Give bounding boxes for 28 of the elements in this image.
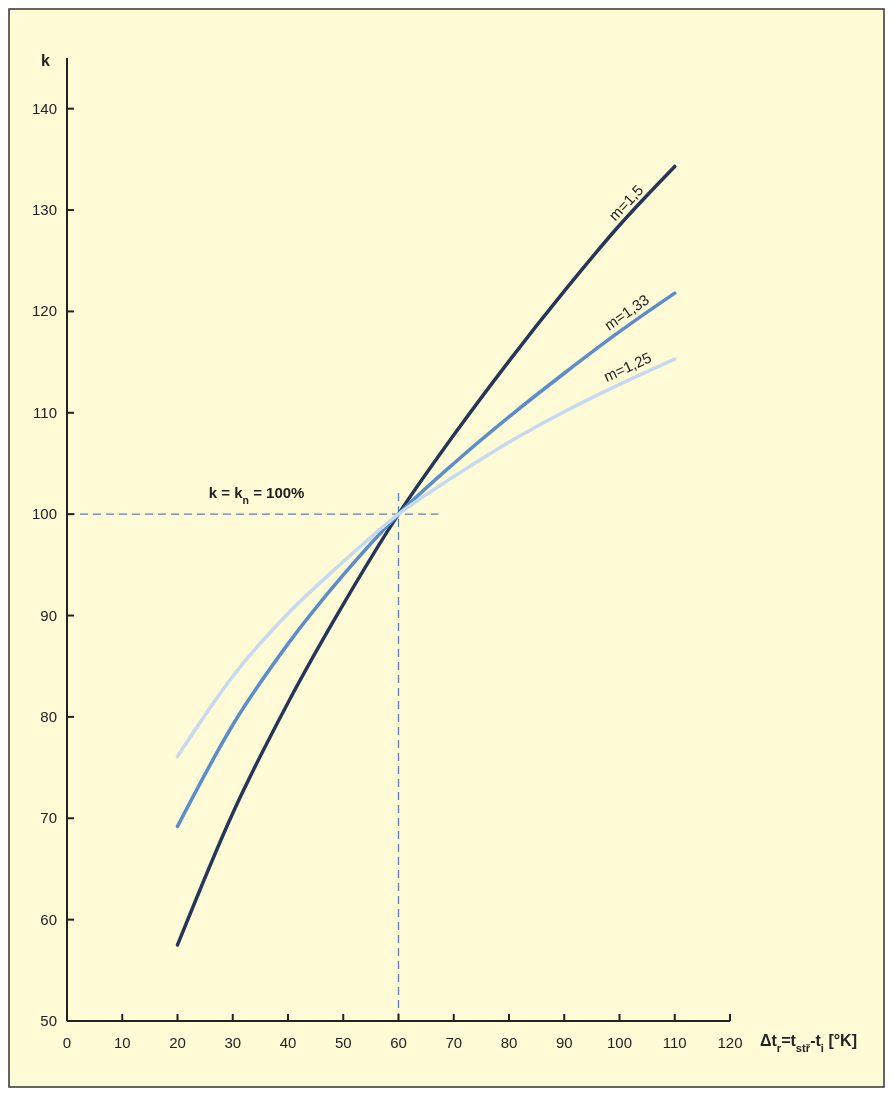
y-axis-title: k: [41, 52, 50, 69]
x-tick-label: 110: [662, 1034, 687, 1051]
y-tick-label: 50: [40, 1012, 57, 1029]
x-tick-label: 40: [279, 1034, 297, 1051]
y-tick-label: 60: [40, 910, 57, 928]
x-tick-label: 90: [555, 1034, 573, 1051]
y-tick-label: 110: [33, 403, 57, 421]
y-tick-label: 140: [31, 99, 57, 117]
x-tick-label: 70: [445, 1034, 463, 1051]
y-tick-label: 100: [31, 505, 57, 523]
x-tick-label: 80: [500, 1034, 518, 1051]
ref-line-label: k = k$_{n}$ = 100%: [208, 484, 305, 507]
x-tick-label: 20: [169, 1034, 186, 1051]
x-tick-label: 120: [717, 1034, 743, 1051]
x-tick-label: 10: [113, 1034, 131, 1051]
x-tick-label: 0: [62, 1034, 72, 1051]
y-tick-label: 70: [40, 809, 57, 827]
x-tick-label: 30: [224, 1034, 242, 1051]
x-axis-title: Δt$_{r}$=t$_{stř}$-t$_{i}$ [°K]: [760, 1032, 857, 1054]
y-tick-label: 120: [31, 302, 57, 320]
x-tick-label: 100: [606, 1034, 633, 1051]
y-tick-label: 90: [40, 606, 57, 624]
y-tick-label: 130: [31, 201, 57, 219]
x-tick-label: 60: [390, 1034, 407, 1051]
line-series: [175, 291, 677, 829]
y-tick-label: 80: [40, 707, 57, 725]
line-series: [175, 164, 677, 947]
x-tick-label: 50: [334, 1034, 352, 1051]
